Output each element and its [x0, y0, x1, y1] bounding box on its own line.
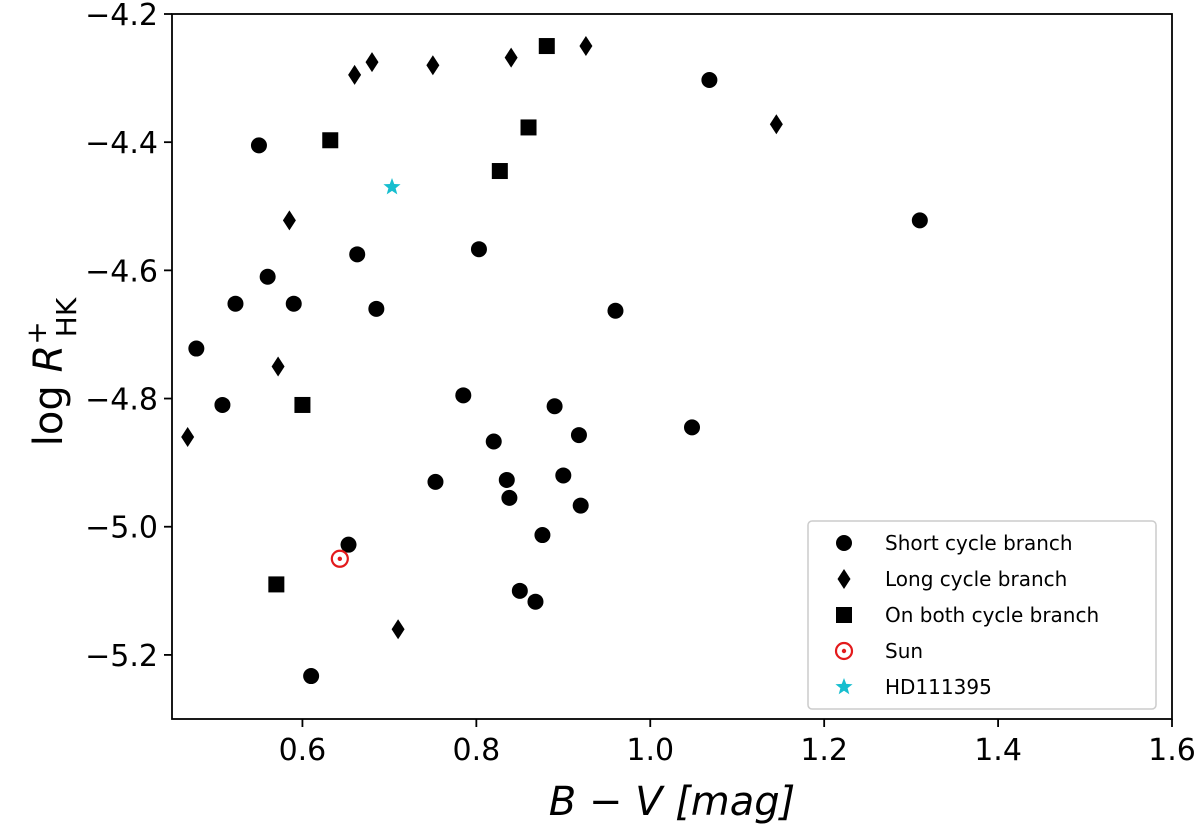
- data-point-circle: [911, 212, 928, 229]
- x-tick-label: 0.8: [452, 733, 500, 768]
- y-axis-label-sup: +: [20, 321, 53, 344]
- legend-label: Long cycle branch: [885, 567, 1067, 591]
- legend-box: [807, 520, 1157, 710]
- y-axis-label-var: R: [26, 345, 72, 373]
- data-point-circle: [250, 137, 267, 154]
- data-point-circle: [511, 582, 528, 599]
- data-point-diamond: [504, 47, 518, 68]
- x-axis-label-operator: −: [576, 779, 635, 825]
- x-axis-label-var1: B: [549, 779, 576, 825]
- data-point-diamond: [769, 114, 783, 135]
- y-tick-label: −4.2: [85, 0, 158, 33]
- data-point-diamond: [282, 210, 296, 231]
- legend-marker-star: [835, 678, 853, 695]
- data-point-circle: [572, 497, 589, 514]
- y-axis-label-sub: HK: [50, 297, 83, 337]
- data-point-circle: [455, 387, 472, 404]
- y-tick-label: −4.8: [85, 383, 158, 418]
- data-point-circle: [340, 536, 357, 553]
- data-point-circle: [188, 340, 205, 357]
- chart-marks: [181, 36, 928, 685]
- legend-label: On both cycle branch: [885, 603, 1099, 627]
- data-point-circle: [427, 473, 444, 490]
- data-point-square: [538, 38, 555, 55]
- legend-marker-sun: [834, 641, 854, 661]
- legend-marker-diamond: [837, 569, 851, 589]
- x-tick-label: 1.4: [974, 733, 1022, 768]
- x-axis-label: B − V [mag]: [549, 779, 796, 825]
- x-axis-ticks: 0.6 0.8 1.0 1.2 1.4 1.6: [279, 719, 1196, 768]
- y-tick-label: −4.4: [85, 126, 158, 161]
- data-point-circle: [701, 72, 718, 89]
- data-point-circle: [555, 467, 572, 484]
- data-point-circle: [527, 593, 544, 610]
- y-tick-label: −5.0: [85, 511, 158, 546]
- plot-frame: [171, 13, 1173, 720]
- data-point-circle: [368, 300, 385, 317]
- data-point-circle: [285, 295, 302, 312]
- data-point-square: [322, 132, 339, 149]
- y-tick-label: −5.2: [85, 639, 158, 674]
- x-tick-label: 1.6: [1148, 733, 1196, 768]
- data-point-circle: [470, 241, 487, 258]
- data-point-diamond: [365, 52, 379, 73]
- x-tick-label: 1.2: [800, 733, 848, 768]
- data-point-circle: [607, 302, 624, 319]
- data-point-circle: [259, 268, 276, 285]
- x-tick-label: 0.6: [279, 733, 327, 768]
- data-point-circle: [546, 398, 563, 415]
- data-point-square: [268, 576, 285, 593]
- svg-text:log R+HK: log R+HK: [20, 297, 83, 446]
- data-point-square: [520, 119, 537, 136]
- data-point-square: [491, 163, 508, 180]
- legend: Short cycle branch Long cycle branch On bo…: [807, 520, 1157, 710]
- data-point-circle: [485, 433, 502, 450]
- data-point-circle: [501, 489, 518, 506]
- data-point-circle: [303, 668, 320, 685]
- data-point-circle: [214, 396, 231, 413]
- y-axis-label: log R+HK: [20, 297, 83, 446]
- x-axis-label-unit: [mag]: [662, 779, 795, 825]
- y-tick-label: −4.6: [85, 254, 158, 289]
- data-point-circle: [227, 295, 244, 312]
- y-axis-label-log: log: [26, 372, 72, 446]
- data-point-diamond: [348, 64, 362, 85]
- data-point-circle: [534, 527, 551, 544]
- data-point-star: [383, 178, 401, 195]
- data-point-circle: [498, 471, 515, 488]
- data-point-diamond: [426, 55, 440, 76]
- data-point-square: [294, 396, 311, 413]
- data-point-circle: [684, 419, 700, 436]
- data-point-sun: [330, 549, 349, 568]
- legend-marker-square: [836, 607, 852, 623]
- data-point-diamond: [391, 619, 405, 640]
- legend-label: Sun: [885, 639, 923, 663]
- x-axis-label-var2: V: [635, 779, 665, 825]
- y-axis-ticks: −4.2 −4.4 −4.6 −4.8 −5.0 −5.2: [85, 0, 172, 674]
- x-tick-label: 1.0: [626, 733, 674, 768]
- legend-label: HD111395: [885, 675, 992, 699]
- data-point-diamond: [271, 356, 285, 377]
- legend-label: Short cycle branch: [885, 531, 1073, 555]
- data-point-circle: [349, 246, 366, 263]
- legend-entries: Short cycle branch Long cycle branch On bo…: [834, 531, 1099, 699]
- data-point-circle: [570, 427, 587, 444]
- legend-marker-circle: [836, 535, 852, 551]
- data-point-diamond: [579, 36, 593, 57]
- data-point-diamond: [181, 427, 195, 447]
